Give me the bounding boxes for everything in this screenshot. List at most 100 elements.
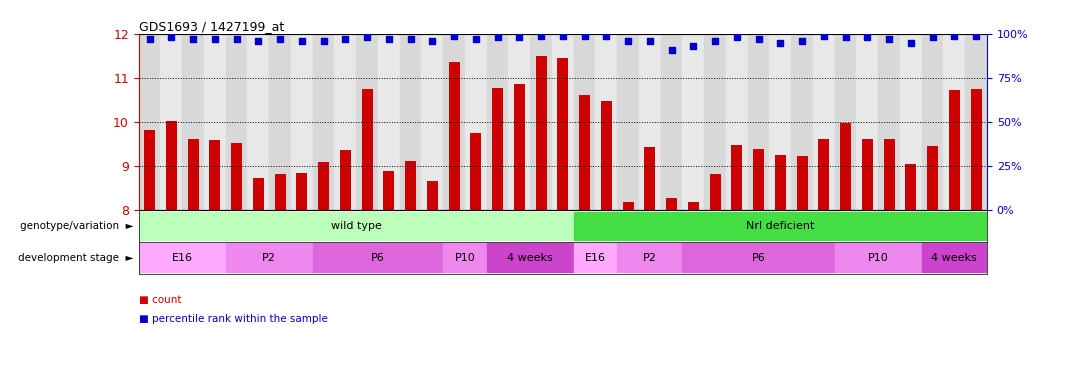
- Text: P2: P2: [262, 253, 276, 263]
- Point: [337, 36, 354, 42]
- Point: [729, 34, 746, 40]
- Point: [532, 33, 550, 39]
- Point: [380, 36, 397, 42]
- Bar: [704, 34, 726, 210]
- Bar: [427, 182, 437, 210]
- Bar: [204, 34, 226, 210]
- Bar: [139, 34, 160, 210]
- Bar: [182, 34, 204, 210]
- Point: [206, 36, 223, 42]
- Bar: [188, 139, 198, 210]
- Text: wild type: wild type: [331, 221, 382, 231]
- Bar: [683, 34, 704, 210]
- Point: [511, 34, 528, 40]
- Bar: [922, 243, 987, 272]
- Point: [598, 33, 615, 39]
- Point: [576, 33, 593, 39]
- Bar: [297, 173, 307, 210]
- Text: genotype/variation  ►: genotype/variation ►: [20, 221, 133, 231]
- Point: [620, 38, 637, 44]
- Bar: [139, 243, 226, 272]
- Bar: [443, 243, 487, 272]
- Bar: [579, 94, 590, 210]
- Bar: [313, 243, 443, 272]
- Bar: [400, 34, 421, 210]
- Bar: [683, 243, 834, 272]
- Point: [685, 43, 702, 49]
- Bar: [574, 243, 617, 272]
- Bar: [471, 133, 481, 210]
- Point: [859, 34, 876, 40]
- Point: [467, 36, 484, 42]
- Bar: [383, 171, 395, 210]
- Text: E16: E16: [172, 253, 193, 263]
- Bar: [666, 198, 678, 210]
- Bar: [421, 34, 443, 210]
- Point: [750, 36, 767, 42]
- Point: [250, 38, 267, 44]
- Bar: [639, 34, 660, 210]
- Point: [706, 38, 723, 44]
- Bar: [726, 34, 748, 210]
- Point: [555, 33, 572, 39]
- Bar: [340, 150, 351, 210]
- Bar: [731, 145, 743, 210]
- Bar: [966, 34, 987, 210]
- Bar: [492, 87, 503, 210]
- Bar: [318, 162, 329, 210]
- Bar: [165, 120, 177, 210]
- Text: development stage  ►: development stage ►: [18, 253, 133, 263]
- Bar: [617, 34, 639, 210]
- Point: [968, 33, 985, 39]
- Bar: [769, 34, 792, 210]
- Bar: [710, 174, 720, 210]
- Bar: [530, 34, 552, 210]
- Bar: [927, 146, 938, 210]
- Bar: [291, 34, 313, 210]
- Bar: [660, 34, 683, 210]
- Bar: [748, 34, 769, 210]
- Bar: [269, 34, 291, 210]
- Bar: [226, 243, 313, 272]
- Bar: [160, 34, 182, 210]
- Text: P6: P6: [371, 253, 385, 263]
- Bar: [248, 34, 269, 210]
- Point: [924, 34, 941, 40]
- Bar: [514, 84, 525, 210]
- Point: [771, 40, 789, 46]
- Point: [794, 38, 811, 44]
- Point: [880, 36, 897, 42]
- Bar: [334, 34, 356, 210]
- Point: [837, 34, 854, 40]
- Bar: [557, 58, 569, 210]
- Text: Nrl deficient: Nrl deficient: [746, 221, 814, 231]
- Bar: [862, 139, 873, 210]
- Point: [903, 40, 920, 46]
- Bar: [753, 149, 764, 210]
- Bar: [405, 160, 416, 210]
- Bar: [840, 123, 851, 210]
- Point: [185, 36, 202, 42]
- Bar: [943, 34, 966, 210]
- Text: P6: P6: [752, 253, 765, 263]
- Bar: [792, 34, 813, 210]
- Bar: [253, 178, 264, 210]
- Point: [641, 38, 658, 44]
- Point: [141, 36, 158, 42]
- Text: P10: P10: [867, 253, 889, 263]
- Bar: [487, 34, 509, 210]
- Bar: [465, 34, 487, 210]
- Text: 4 weeks: 4 weeks: [507, 253, 553, 263]
- Text: GDS1693 / 1427199_at: GDS1693 / 1427199_at: [139, 20, 284, 33]
- Bar: [232, 143, 242, 210]
- Bar: [775, 155, 785, 210]
- Point: [663, 46, 680, 53]
- Bar: [601, 101, 611, 210]
- Bar: [899, 34, 922, 210]
- Bar: [623, 202, 634, 210]
- Point: [315, 38, 332, 44]
- Bar: [922, 34, 943, 210]
- Text: P10: P10: [455, 253, 475, 263]
- Point: [228, 36, 245, 42]
- Bar: [443, 34, 465, 210]
